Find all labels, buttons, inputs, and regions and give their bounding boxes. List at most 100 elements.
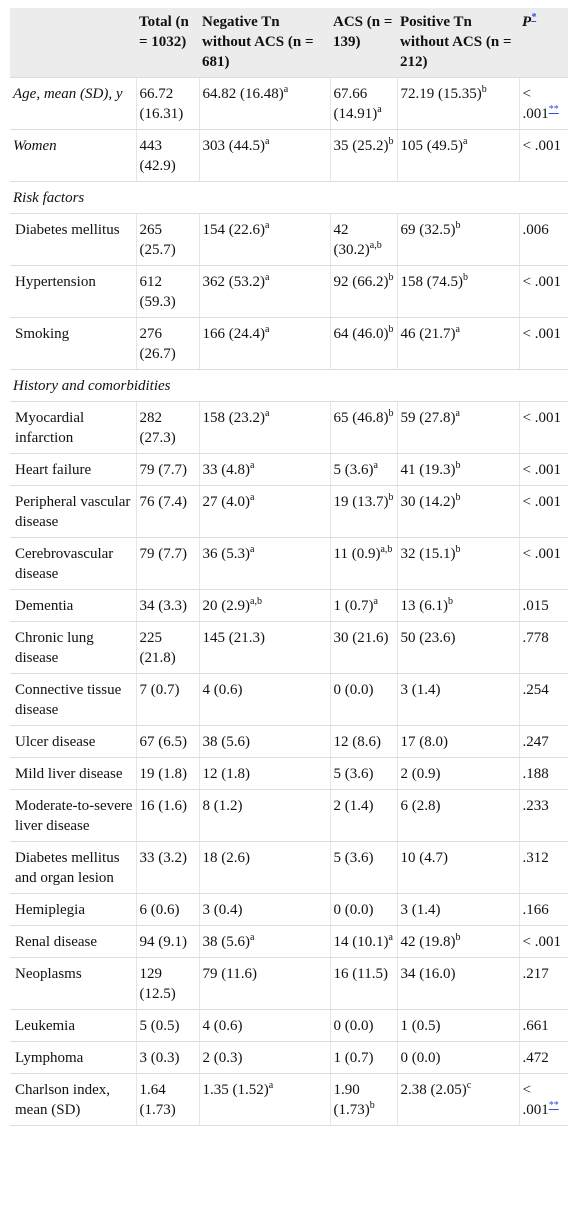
cell-value: 166 (24.4) <box>202 326 266 342</box>
superscript-mark: a <box>455 324 460 335</box>
superscript-mark: a,b <box>250 596 262 607</box>
cell-total: 225 (21.8) <box>136 621 200 674</box>
cell-negative-tn: 158 (23.2)a <box>199 401 331 454</box>
cell-positive-tn: 3 (1.4) <box>397 673 520 726</box>
superscript-mark: a <box>265 408 270 419</box>
cell-value: Diabetes mellitus and organ lesion <box>15 850 120 886</box>
cell-value: 30 (21.6) <box>333 630 389 646</box>
superscript-mark: a <box>377 104 382 115</box>
cell-value: < .001 <box>522 326 561 342</box>
cell-total: 6 (0.6) <box>136 893 200 926</box>
cell-value: Renal disease <box>15 934 98 950</box>
cell-negative-tn: 64.82 (16.48)a <box>199 77 331 130</box>
row-label: Connective tissue disease <box>10 673 137 726</box>
cell-acs: 42 (30.2)a,b <box>330 213 398 266</box>
cell-value: 27 (4.0) <box>202 494 251 510</box>
cell-acs: 19 (13.7)b <box>330 485 398 538</box>
cell-value: 50 (23.6) <box>400 630 456 646</box>
cell-value: 34 (16.0) <box>400 966 456 982</box>
superscript-mark: b <box>455 220 461 231</box>
row-label: Cerebrovascular disease <box>10 537 137 590</box>
cell-value: 32 (15.1) <box>400 546 456 562</box>
table-row: Hemiplegia 6 (0.6) 3 (0.4) 0 (0.0) 3 (1.4) .1… <box>10 893 568 926</box>
cell-acs: 5 (3.6)a <box>330 453 398 486</box>
cell-value: 19 (1.8) <box>139 766 188 782</box>
cell-value: 612 (59.3) <box>139 274 176 310</box>
cell-total: 79 (7.7) <box>136 453 200 486</box>
cell-positive-tn: 32 (15.1)b <box>397 537 520 590</box>
cell-total: 33 (3.2) <box>136 841 200 894</box>
cell-value: 34 (3.3) <box>139 598 188 614</box>
cell-value: .015 <box>522 598 549 614</box>
cell-negative-tn: 79 (11.6) <box>199 957 331 1010</box>
cell-value: 4 (0.6) <box>202 682 243 698</box>
table-row: Cerebrovascular disease 79 (7.7) 36 (5.3)a… <box>10 537 568 590</box>
cell-positive-tn: 42 (19.8)b <box>397 925 520 958</box>
superscript-mark: b <box>448 596 453 607</box>
cell-p-value: .254 <box>519 673 568 726</box>
cell-acs: 1 (0.7) <box>330 1041 398 1074</box>
cell-total: 276 (26.7) <box>136 317 200 370</box>
cell-negative-tn: 27 (4.0)a <box>199 485 331 538</box>
cell-negative-tn: 12 (1.8) <box>199 757 331 790</box>
row-label: Leukemia <box>10 1009 137 1042</box>
cell-value: 158 (74.5) <box>400 274 464 290</box>
superscript-mark: a <box>373 596 378 607</box>
cell-value: 79 (7.7) <box>139 462 188 478</box>
section-header-row: History and comorbidities <box>10 369 568 402</box>
table-row: Charlson index, mean (SD) 1.64 (1.73) 1.35… <box>10 1073 568 1126</box>
cell-negative-tn: 154 (22.6)a <box>199 213 331 266</box>
cell-value: 0 (0.0) <box>333 1018 374 1034</box>
footnote-link[interactable]: ** <box>548 104 559 115</box>
cell-value: 1 (0.7) <box>333 598 374 614</box>
cell-value: 36 (5.3) <box>202 546 251 562</box>
superscript-mark: b <box>463 272 468 283</box>
cell-positive-tn: 41 (19.3)b <box>397 453 520 486</box>
cell-p-value: < .001** <box>519 77 568 130</box>
cell-negative-tn: 38 (5.6)a <box>199 925 331 958</box>
cell-value: 3 (1.4) <box>400 682 441 698</box>
cell-acs: 35 (25.2)b <box>330 129 398 182</box>
superscript-mark: a <box>455 408 460 419</box>
cell-value: 6 (0.6) <box>139 902 180 918</box>
cell-total: 1.64 (1.73) <box>136 1073 200 1126</box>
superscript-mark: a <box>373 460 378 471</box>
cell-negative-tn: 36 (5.3)a <box>199 537 331 590</box>
cell-value: 129 (12.5) <box>139 966 176 1002</box>
cell-value: 5 (0.5) <box>139 1018 180 1034</box>
cell-value: Dementia <box>15 598 74 614</box>
cell-negative-tn: 20 (2.9)a,b <box>199 589 331 622</box>
cell-negative-tn: 3 (0.4) <box>199 893 331 926</box>
cell-value: 59 (27.8) <box>400 410 456 426</box>
cell-acs: 30 (21.6) <box>330 621 398 674</box>
cell-acs: 1.90 (1.73)b <box>330 1073 398 1126</box>
cell-value: 1 (0.5) <box>400 1018 441 1034</box>
cell-value: Women <box>13 138 57 154</box>
cell-value: 79 (11.6) <box>202 966 257 982</box>
footnote-link[interactable]: ** <box>548 1100 559 1111</box>
cell-value: 1 (0.7) <box>333 1050 374 1066</box>
cell-value: Leukemia <box>15 1018 75 1034</box>
cell-negative-tn: 4 (0.6) <box>199 673 331 726</box>
cell-total: 282 (27.3) <box>136 401 200 454</box>
cell-value: < .001 <box>522 138 561 154</box>
cell-value: 69 (32.5) <box>400 222 456 238</box>
cell-value: Connective tissue disease <box>15 682 122 718</box>
header-label-column <box>10 8 136 78</box>
superscript-mark: b <box>388 136 394 147</box>
cell-value: 2 (1.4) <box>333 798 374 814</box>
cell-value: 33 (3.2) <box>139 850 188 866</box>
table-row: Connective tissue disease 7 (0.7) 4 (0.6) 0… <box>10 673 568 726</box>
cell-value: 3 (1.4) <box>400 902 441 918</box>
cell-value: .166 <box>522 902 549 918</box>
cell-total: 3 (0.3) <box>136 1041 200 1074</box>
cell-value: Age, mean (SD), y <box>13 86 123 102</box>
table-row: Smoking 276 (26.7) 166 (24.4)a 64 (46.0)b 46… <box>10 317 568 370</box>
cell-value: 303 (44.5) <box>202 138 266 154</box>
cell-total: 265 (25.7) <box>136 213 200 266</box>
table-row: Ulcer disease 67 (6.5) 38 (5.6) 12 (8.6) 17 … <box>10 725 568 758</box>
cell-positive-tn: 50 (23.6) <box>397 621 520 674</box>
footnote-link[interactable]: * <box>531 12 537 23</box>
cell-value: .472 <box>522 1050 549 1066</box>
cell-p-value: .188 <box>519 757 568 790</box>
